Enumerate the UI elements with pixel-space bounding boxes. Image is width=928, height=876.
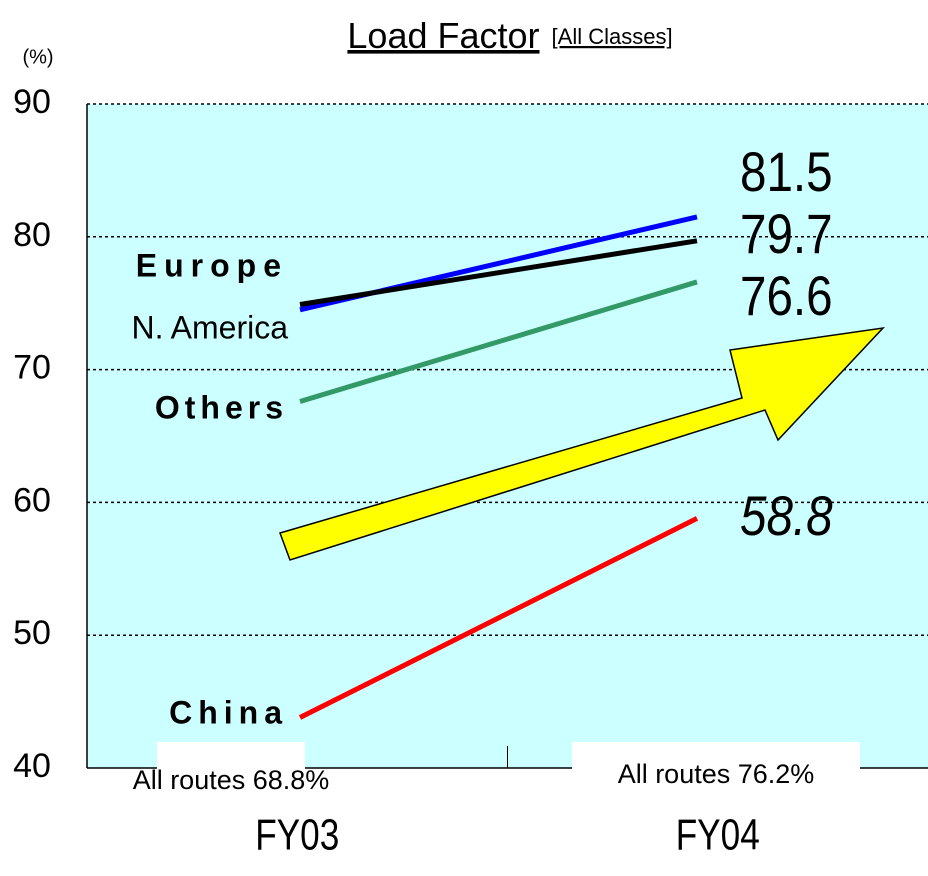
series-line (299, 279, 698, 404)
data-label: 58.8 (740, 485, 833, 547)
chart-title: Load Factor [All Classes] (347, 15, 672, 56)
y-tick-label: 40 (13, 747, 51, 785)
y-tick-label: 60 (13, 481, 51, 519)
series-line (298, 516, 699, 720)
data-label: 76.6 (740, 265, 833, 327)
annotation: All routes 76.2% (618, 759, 815, 789)
series-label: China (169, 694, 288, 730)
series-label: Europe (136, 247, 288, 283)
title: Load Factor (347, 15, 539, 56)
annotation: All routes 68.8% (133, 765, 330, 795)
y-tick-label: 50 (13, 614, 51, 652)
plot-area (87, 104, 928, 768)
y-tick-label: 90 (13, 83, 51, 121)
x-tick-label: FY03 (255, 811, 339, 860)
trend-arrow (279, 326, 886, 561)
y-tick-label: 80 (13, 216, 51, 254)
annotation-box (157, 742, 305, 802)
y-tick-label: 70 (13, 349, 51, 387)
annotation-box (572, 742, 860, 802)
data-label: 79.7 (740, 203, 833, 265)
data-label: 81.5 (740, 141, 833, 203)
y-axis-unit: (%) (22, 46, 53, 68)
x-tick-label: FY04 (676, 811, 760, 860)
subtitle: [All Classes] (552, 24, 673, 49)
series-label: Others (155, 389, 288, 425)
series-line (299, 238, 698, 307)
series-label: N. America (132, 309, 289, 345)
